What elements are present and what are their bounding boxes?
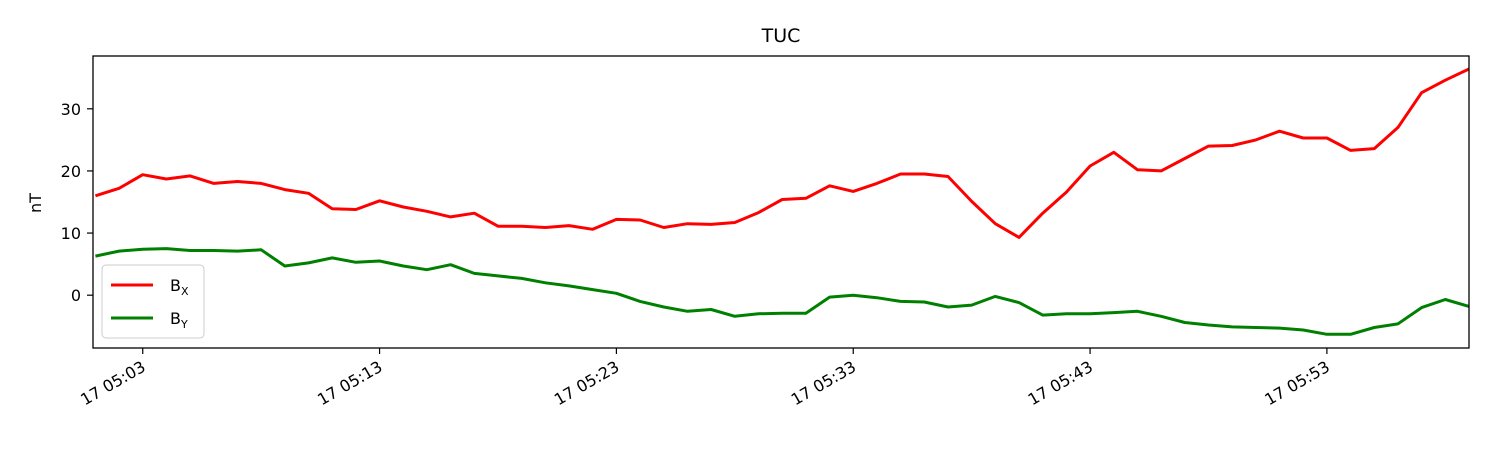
x-tick-label: 17 05:33	[788, 357, 859, 409]
legend: BX BY	[101, 264, 205, 339]
chart-title: TUC	[761, 25, 801, 47]
x-tick-label: 17 05:53	[1261, 357, 1332, 409]
plot-area	[94, 67, 1469, 336]
legend-box	[101, 264, 205, 339]
series-line-x	[94, 67, 1469, 239]
y-tick-label: 20	[61, 162, 81, 181]
y-tick-label: 0	[71, 286, 81, 305]
plot-frame	[92, 55, 1470, 349]
x-tick-label: 17 05:43	[1025, 357, 1096, 409]
y-tick-label: 30	[61, 100, 81, 119]
x-tick-label: 17 05:13	[314, 357, 385, 409]
y-tick-label: 10	[61, 224, 81, 243]
legend-label: BX	[170, 276, 189, 298]
x-tick-label: 17 05:23	[551, 357, 622, 409]
y-axis-label: nT	[26, 193, 45, 213]
x-tick-label: 17 05:03	[77, 357, 148, 409]
legend-label: BY	[170, 309, 188, 331]
series-line-y	[95, 247, 1469, 336]
